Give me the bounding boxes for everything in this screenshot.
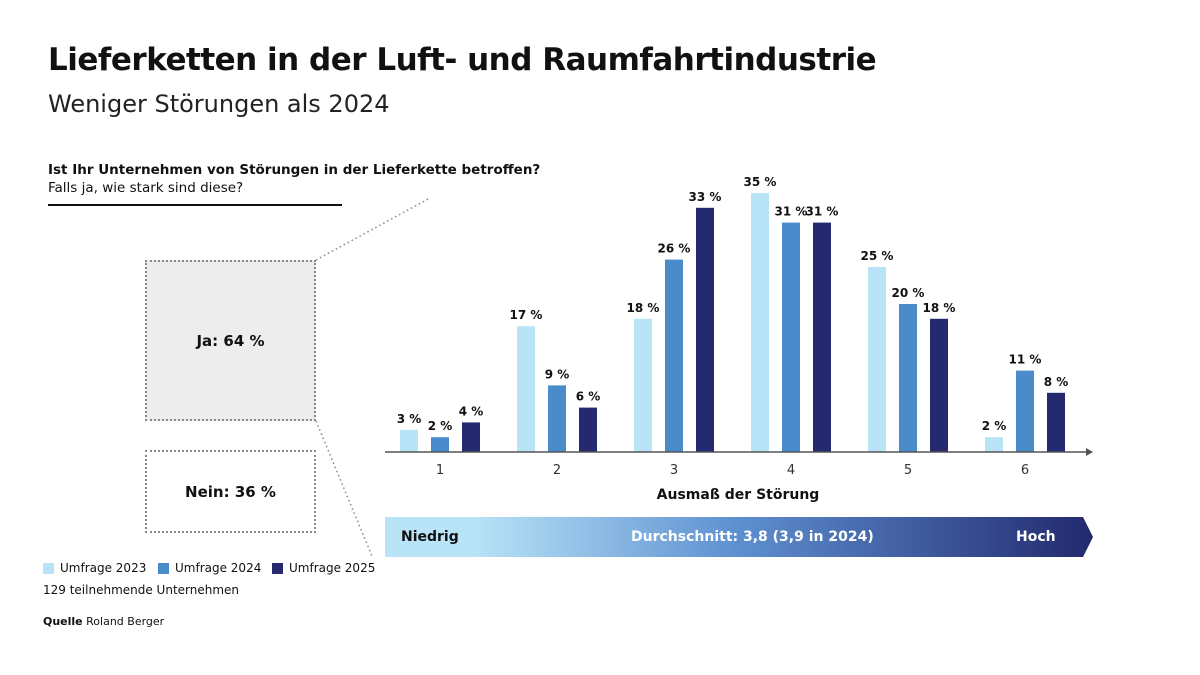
source-name: Roland Berger bbox=[86, 615, 165, 628]
bar bbox=[751, 193, 769, 452]
bar bbox=[579, 407, 597, 452]
bar bbox=[400, 429, 418, 452]
legend-label: Umfrage 2024 bbox=[175, 561, 262, 575]
bar bbox=[696, 207, 714, 452]
x-axis-label: Ausmaß der Störung bbox=[657, 487, 820, 503]
scale-gradient bbox=[385, 517, 1093, 557]
legend-item-2023: Umfrage 2023 bbox=[43, 561, 146, 575]
data-label: 4 % bbox=[459, 404, 484, 418]
severity-scale-bar bbox=[385, 517, 1093, 557]
bar bbox=[899, 304, 917, 452]
x-tick-label: 6 bbox=[1021, 463, 1029, 478]
legend-item-2024: Umfrage 2024 bbox=[158, 561, 261, 575]
legend-label: Umfrage 2025 bbox=[289, 561, 376, 575]
data-label: 35 % bbox=[744, 175, 777, 189]
data-label: 18 % bbox=[627, 301, 660, 315]
data-label: 31 % bbox=[806, 205, 839, 219]
x-tick-label: 1 bbox=[436, 463, 444, 478]
x-tick-label: 3 bbox=[670, 463, 678, 478]
bar bbox=[665, 259, 683, 452]
data-label: 17 % bbox=[510, 308, 543, 322]
data-label: 20 % bbox=[892, 286, 925, 300]
data-label: 11 % bbox=[1009, 353, 1042, 367]
bar bbox=[985, 437, 1003, 452]
bar bbox=[868, 267, 886, 452]
legend-swatch bbox=[43, 562, 54, 574]
scale-high-label: Hoch bbox=[1016, 529, 1056, 545]
data-label: 9 % bbox=[545, 367, 570, 381]
legend-item-2025: Umfrage 2025 bbox=[272, 561, 375, 575]
data-label: 2 % bbox=[428, 419, 453, 433]
survey-followup: Falls ja, wie stark sind diese? bbox=[48, 180, 244, 196]
bar bbox=[782, 222, 800, 452]
bar bbox=[1047, 392, 1065, 452]
x-tick-label: 4 bbox=[787, 463, 795, 478]
data-label: 33 % bbox=[689, 190, 722, 204]
data-label: 31 % bbox=[775, 205, 808, 219]
data-label: 6 % bbox=[576, 390, 601, 404]
bar bbox=[930, 318, 948, 452]
question-underline bbox=[48, 204, 342, 206]
x-axis-arrow-icon bbox=[1086, 448, 1093, 456]
scale-low-label: Niedrig bbox=[401, 529, 459, 545]
bar bbox=[813, 222, 831, 452]
bar bbox=[462, 422, 480, 452]
data-label: 3 % bbox=[397, 412, 422, 426]
x-tick-label: 2 bbox=[553, 463, 561, 478]
yes-box: Ja: 64 % bbox=[145, 260, 316, 421]
data-label: 25 % bbox=[861, 249, 894, 263]
no-box: Nein: 36 % bbox=[145, 450, 316, 533]
data-label: 26 % bbox=[658, 242, 691, 256]
data-label: 8 % bbox=[1044, 375, 1069, 389]
data-label: 2 % bbox=[982, 419, 1007, 433]
legend-swatch bbox=[272, 562, 283, 574]
connector-bottom bbox=[315, 420, 373, 557]
bar bbox=[634, 318, 652, 452]
source-note: Quelle Roland Berger bbox=[43, 615, 164, 628]
bar bbox=[1016, 370, 1034, 452]
scale-average-label: Durchschnitt: 3,8 (3,9 in 2024) bbox=[631, 529, 874, 545]
source-label: Quelle bbox=[43, 615, 83, 628]
participants-note: 129 teilnehmende Unternehmen bbox=[43, 583, 240, 597]
bar bbox=[517, 326, 535, 452]
page-title: Lieferketten in der Luft- und Raumfahrti… bbox=[48, 42, 877, 78]
data-label: 18 % bbox=[923, 301, 956, 315]
survey-question: Ist Ihr Unternehmen von Störungen in der… bbox=[48, 162, 541, 178]
legend-label: Umfrage 2023 bbox=[60, 561, 147, 575]
page-subtitle: Weniger Störungen als 2024 bbox=[48, 90, 390, 118]
connector-top bbox=[315, 197, 431, 261]
bar bbox=[431, 437, 449, 452]
bar bbox=[548, 385, 566, 452]
legend-swatch bbox=[158, 562, 169, 574]
x-tick-label: 5 bbox=[904, 463, 912, 478]
